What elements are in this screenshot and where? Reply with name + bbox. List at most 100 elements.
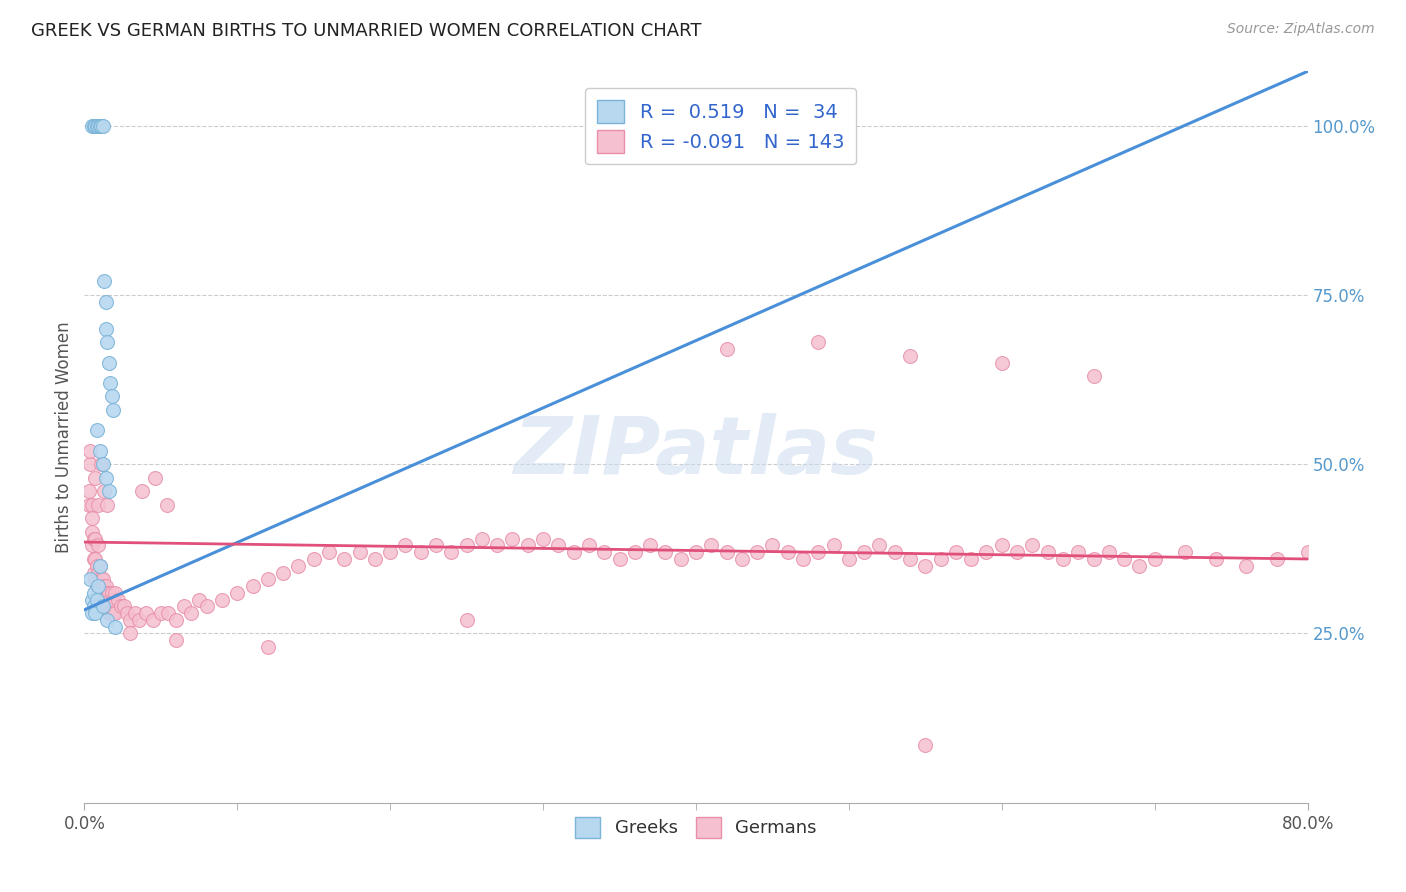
Point	[898, 552, 921, 566]
Point	[1143, 552, 1166, 566]
Point	[93, 274, 115, 288]
Point	[101, 389, 124, 403]
Point	[456, 538, 478, 552]
Point	[257, 640, 280, 654]
Point	[486, 538, 509, 552]
Point	[149, 606, 172, 620]
Point	[502, 532, 524, 546]
Point	[124, 606, 146, 620]
Point	[562, 545, 585, 559]
Point	[94, 599, 117, 614]
Point	[90, 592, 112, 607]
Point	[142, 613, 165, 627]
Point	[669, 552, 692, 566]
Point	[77, 498, 100, 512]
Point	[84, 471, 107, 485]
Text: Source: ZipAtlas.com: Source: ZipAtlas.com	[1227, 22, 1375, 37]
Point	[89, 558, 111, 573]
Point	[609, 552, 631, 566]
Point	[97, 355, 120, 369]
Point	[89, 592, 111, 607]
Point	[1296, 545, 1319, 559]
Point	[914, 558, 936, 573]
Point	[89, 579, 111, 593]
Point	[120, 626, 142, 640]
Point	[716, 342, 738, 356]
Point	[685, 545, 707, 559]
Point	[547, 538, 569, 552]
Point	[257, 572, 280, 586]
Point	[287, 558, 309, 573]
Point	[516, 538, 538, 552]
Point	[98, 592, 121, 607]
Point	[79, 572, 101, 586]
Point	[226, 586, 249, 600]
Point	[101, 586, 124, 600]
Point	[807, 545, 830, 559]
Point	[960, 552, 983, 566]
Point	[883, 545, 905, 559]
Point	[364, 552, 387, 566]
Text: ZIPatlas: ZIPatlas	[513, 413, 879, 491]
Point	[578, 538, 600, 552]
Point	[115, 606, 138, 620]
Point	[1036, 545, 1059, 559]
Point	[456, 613, 478, 627]
Point	[1098, 545, 1121, 559]
Point	[914, 738, 936, 752]
Point	[91, 599, 114, 614]
Point	[654, 545, 676, 559]
Point	[80, 538, 103, 552]
Point	[89, 443, 111, 458]
Legend: Greeks, Germans: Greeks, Germans	[568, 810, 824, 845]
Point	[1128, 558, 1150, 573]
Point	[1052, 552, 1074, 566]
Point	[83, 552, 105, 566]
Point	[318, 545, 340, 559]
Point	[86, 423, 108, 437]
Point	[242, 579, 264, 593]
Point	[80, 511, 103, 525]
Point	[97, 606, 120, 620]
Point	[79, 443, 101, 458]
Point	[1205, 552, 1227, 566]
Point	[83, 599, 105, 614]
Point	[1174, 545, 1197, 559]
Point	[98, 606, 121, 620]
Point	[716, 545, 738, 559]
Point	[156, 498, 179, 512]
Point	[103, 592, 125, 607]
Point	[110, 599, 132, 614]
Point	[1114, 552, 1136, 566]
Point	[84, 572, 107, 586]
Point	[83, 566, 105, 580]
Point	[83, 586, 105, 600]
Point	[107, 592, 129, 607]
Point	[776, 545, 799, 559]
Point	[84, 552, 107, 566]
Point	[654, 139, 676, 153]
Point	[471, 532, 494, 546]
Point	[593, 545, 616, 559]
Point	[157, 606, 180, 620]
Point	[165, 633, 187, 648]
Point	[96, 599, 118, 614]
Point	[87, 579, 110, 593]
Point	[86, 558, 108, 573]
Point	[120, 613, 142, 627]
Point	[103, 403, 125, 417]
Point	[1083, 552, 1105, 566]
Point	[96, 498, 118, 512]
Point	[638, 538, 661, 552]
Point	[838, 552, 860, 566]
Point	[96, 613, 118, 627]
Point	[87, 538, 110, 552]
Point	[761, 538, 783, 552]
Point	[104, 606, 127, 620]
Point	[87, 579, 110, 593]
Point	[1083, 369, 1105, 384]
Point	[131, 484, 153, 499]
Point	[271, 566, 294, 580]
Point	[93, 599, 115, 614]
Point	[823, 538, 845, 552]
